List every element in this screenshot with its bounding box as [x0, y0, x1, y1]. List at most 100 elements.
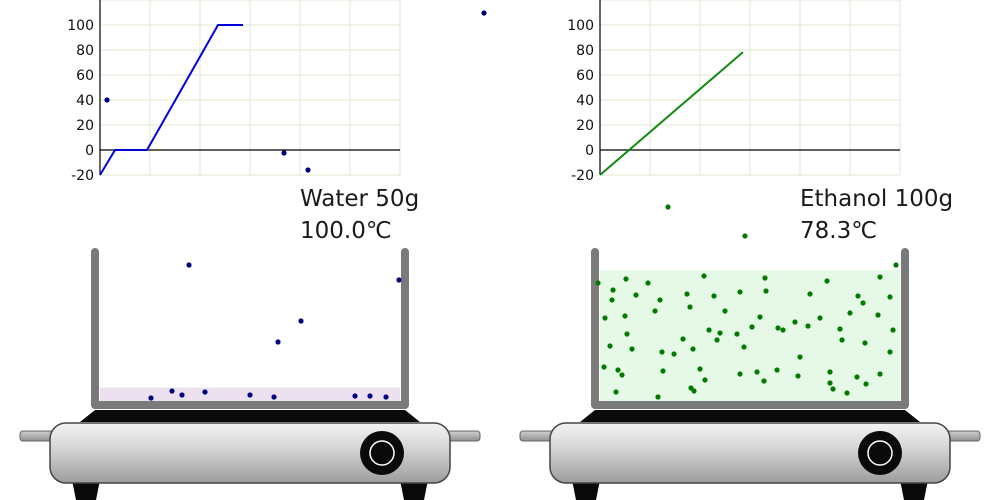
molecule [824, 278, 830, 284]
hot-plate-left [19, 410, 481, 500]
molecule [741, 344, 747, 350]
molecule [657, 297, 663, 303]
y-tick-labels: 100 80 60 40 20 0 -20 [67, 18, 94, 184]
beaker-ethanol [591, 248, 909, 409]
molecule [711, 293, 717, 299]
hot-plate-foot [72, 480, 100, 500]
y-tick-label: 0 [585, 143, 594, 159]
y-tick-label: -20 [571, 168, 594, 184]
molecule [862, 340, 868, 346]
molecule [722, 308, 728, 314]
y-tick-label: 40 [76, 93, 94, 109]
molecule [887, 294, 893, 300]
panel-water: 100 80 60 40 20 0 -20 Water 50g 100.0℃ [19, 0, 487, 500]
molecule [609, 297, 615, 303]
molecule [701, 273, 707, 279]
molecule [383, 394, 389, 400]
molecule [877, 274, 883, 280]
molecule [749, 324, 755, 330]
chart-grid [600, 0, 901, 176]
molecule [624, 331, 630, 337]
hot-plate-handle-right [445, 430, 481, 442]
molecule [795, 373, 801, 379]
molecule [659, 349, 665, 355]
molecule [877, 371, 883, 377]
molecule [305, 167, 311, 173]
hot-plate-foot [572, 480, 600, 500]
molecule [860, 300, 866, 306]
molecule [875, 312, 881, 318]
chart-grid [100, 0, 401, 176]
molecule [742, 233, 748, 239]
molecule [610, 287, 616, 293]
molecule [854, 374, 860, 380]
molecule [717, 330, 723, 336]
molecule [887, 349, 893, 355]
y-tick-label: 20 [76, 118, 94, 134]
y-tick-label: 20 [576, 118, 594, 134]
hot-plate-top [80, 410, 420, 422]
molecule [762, 275, 768, 281]
molecule [847, 310, 853, 316]
molecule [623, 276, 629, 282]
hot-plate-handle-left [519, 430, 555, 442]
molecule [148, 395, 154, 401]
hot-plate-top [580, 410, 920, 422]
molecule [179, 392, 185, 398]
beaker-water [91, 248, 409, 409]
molecule [830, 386, 836, 392]
temperature-series-line [99, 24, 243, 176]
molecule [827, 380, 833, 386]
molecule [186, 262, 192, 268]
y-tick-label: 60 [76, 68, 94, 84]
molecule [706, 327, 712, 333]
molecule [780, 327, 786, 333]
molecule [890, 327, 896, 333]
molecule [737, 371, 743, 377]
y-tick-label: 0 [85, 143, 94, 159]
substance-label: Ethanol 100g [800, 186, 953, 212]
molecule [660, 368, 666, 374]
molecule [396, 277, 402, 283]
molecule [607, 343, 613, 349]
molecule [734, 331, 740, 337]
beaker-wall [91, 248, 409, 409]
knob-icon[interactable] [360, 431, 404, 475]
molecule [281, 150, 287, 156]
panel-ethanol: 100 80 60 40 20 0 -20 Ethanol 100g 78.3℃ [519, 0, 981, 500]
molecule [680, 336, 686, 342]
molecule [761, 378, 767, 384]
hot-plate-body [549, 422, 951, 484]
molecule [652, 308, 658, 314]
molecule [615, 367, 621, 373]
molecule [805, 323, 811, 329]
y-tick-label: 100 [567, 18, 594, 34]
molecule [665, 204, 671, 210]
molecule [629, 346, 635, 352]
knob-ring [867, 440, 893, 466]
y-tick-label: 80 [576, 43, 594, 59]
beaker-wall [591, 248, 909, 409]
molecule [367, 393, 373, 399]
knob-icon[interactable] [858, 431, 902, 475]
molecule [714, 337, 720, 343]
molecule [763, 288, 769, 294]
molecule [792, 319, 798, 325]
molecule [481, 10, 487, 16]
molecule [684, 291, 690, 297]
molecule [602, 315, 608, 321]
hot-plate-foot [900, 480, 928, 500]
molecule [169, 388, 175, 394]
temperature-chart-ethanol: 100 80 60 40 20 0 -20 [567, 0, 901, 184]
molecules-ethanol [595, 204, 899, 400]
molecule [202, 389, 208, 395]
molecule [775, 325, 781, 331]
y-tick-label: 60 [576, 68, 594, 84]
molecule [863, 381, 869, 387]
molecule [601, 364, 607, 370]
temperature-readout: 100.0℃ [300, 218, 392, 244]
hot-plate-body [49, 422, 451, 484]
molecule [844, 390, 850, 396]
hot-plate-foot [400, 480, 428, 500]
